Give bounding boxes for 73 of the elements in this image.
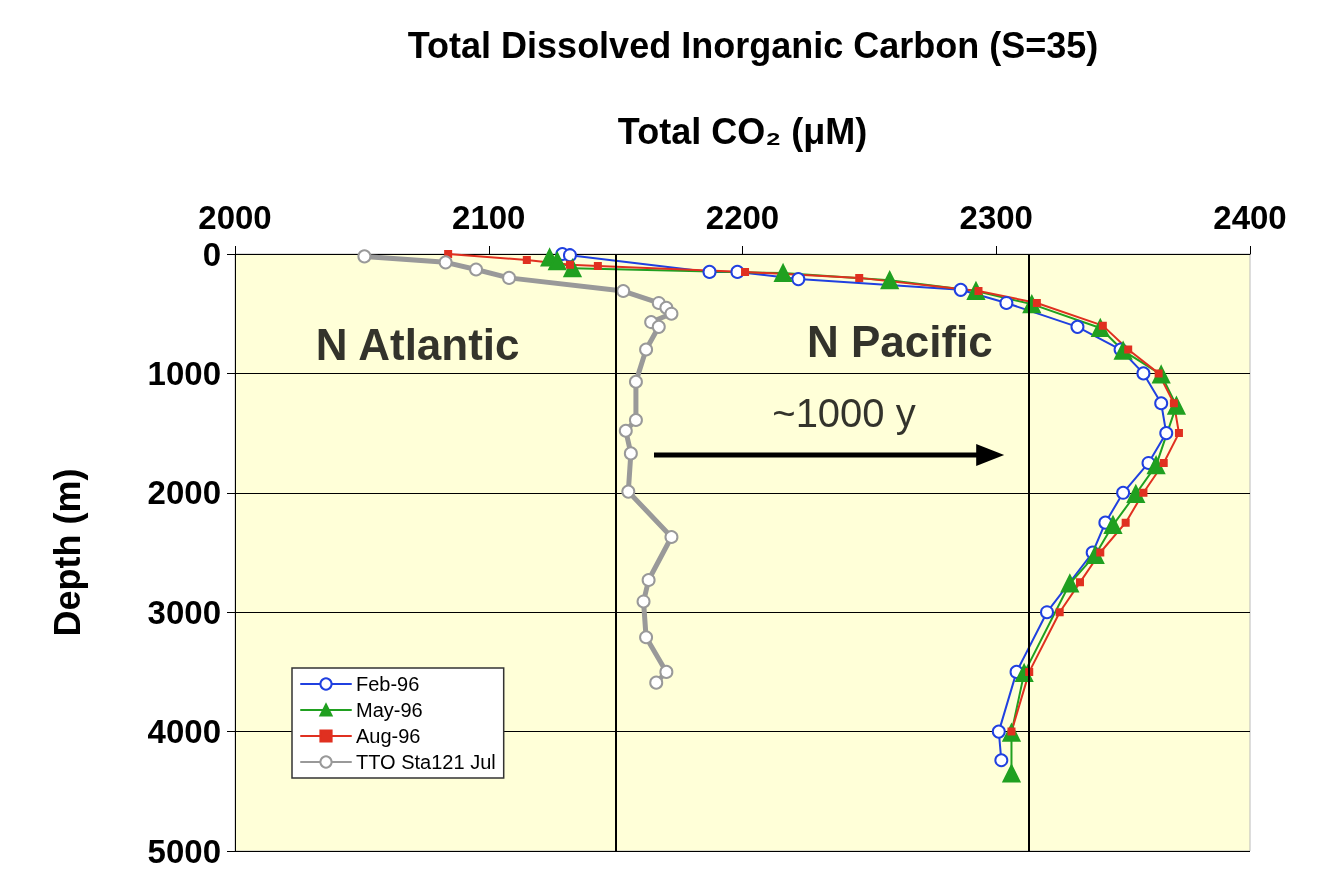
y-tick-label: 5000 [147,832,221,870]
chart-title: Total Dissolved Inorganic Carbon (S=35) [407,24,1099,66]
point [741,267,750,276]
y-tick-label: 3000 [147,593,221,631]
point [1124,345,1133,354]
point [649,675,664,690]
x-tick-label: 2200 [705,199,780,236]
annotation: N Pacific [806,316,993,366]
point [618,423,633,438]
point [1060,574,1079,593]
point [1040,605,1054,620]
point [357,249,372,264]
y-tick-label: 2000 [147,474,221,512]
point [502,270,517,285]
point [628,374,643,389]
point [994,753,1009,768]
x-tick-label: 2100 [452,199,526,236]
point [791,272,806,287]
point [664,529,679,544]
point [991,724,1006,739]
point [1002,764,1021,783]
point [641,572,656,587]
point [953,282,968,297]
point [659,664,674,679]
point [1070,319,1085,334]
legend-label: Aug-96 [356,725,421,747]
point [1103,516,1122,535]
point [1136,366,1151,381]
y-tick-label: 0 [202,235,221,273]
x-tick-label: 2000 [198,199,272,236]
point [1174,429,1183,438]
point [1159,426,1174,441]
point [1121,518,1130,527]
point [562,248,577,263]
legend-label: May-96 [356,699,423,721]
point [639,630,654,645]
x-tick-label: 2300 [959,199,1033,236]
point [1075,578,1084,587]
point [593,261,602,270]
point [616,284,631,299]
y-tick-label: 4000 [147,713,221,751]
point [1159,458,1168,467]
point [1139,488,1148,497]
point [855,273,864,282]
x-axis-title: Total CO₂ (μM) [617,110,868,152]
point [469,262,484,277]
point [438,255,453,270]
point [651,319,666,334]
point [623,446,638,461]
point [1116,485,1131,500]
point [639,342,654,357]
legend-label: TTO Sta121 Jul [356,751,496,773]
point [1096,548,1105,557]
x-tick-label: 2400 [1213,199,1287,236]
point [774,264,793,283]
point [1126,484,1145,503]
point [1154,396,1169,411]
point [628,412,643,427]
point [1055,608,1064,617]
point [702,264,717,279]
point [999,295,1014,310]
point [522,255,531,264]
annotation: ~1000 y [772,390,916,435]
point [664,306,679,321]
point [621,484,636,499]
point [548,252,567,271]
y-axis-title: Depth (m) [46,468,88,637]
point [636,594,651,609]
y-tick-label: 1000 [147,354,221,392]
point [880,271,899,290]
annotation: N Atlantic [315,320,520,370]
point [1147,456,1166,475]
legend-label: Feb-96 [356,673,420,695]
